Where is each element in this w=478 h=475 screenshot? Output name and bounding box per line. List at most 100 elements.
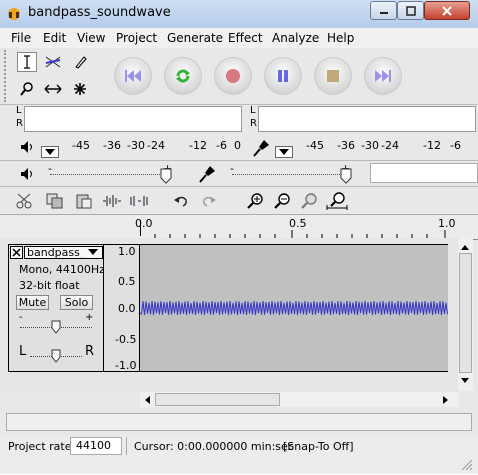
input-volume-min: - [230,162,234,175]
loop-icon [176,69,190,83]
zoom-in-icon [247,193,263,209]
menu-view[interactable]: View [77,31,106,45]
playback-meter-l-label: L [16,105,22,116]
input-source-select[interactable] [370,163,478,183]
menu-bar: File Edit View Project Generate Effect A… [0,28,478,49]
separator [0,160,478,161]
undo-button[interactable] [170,190,192,212]
cut-button[interactable] [14,190,36,212]
output-volume-slider[interactable] [160,168,172,184]
input-volume-track [232,174,348,175]
scroll-left-icon[interactable] [143,395,151,405]
microphone-icon [199,166,215,183]
horizontal-scroll-thumb[interactable] [155,393,280,406]
vertical-scroll-thumb[interactable] [459,253,472,373]
close-icon [12,248,21,257]
envelope-tool[interactable] [43,52,63,72]
menu-effect[interactable]: Effect [228,31,263,45]
stop-button[interactable] [315,58,351,94]
zoom-out-icon [274,193,290,209]
fit-project-button[interactable] [326,190,348,212]
output-volume-min: - [48,162,52,175]
track-name: bandpass_ [27,246,86,259]
record-meter-r-label: R [250,118,257,129]
amp-tick-label: 0.0 [118,302,136,315]
pan-right-label: R [85,344,95,359]
skip-start-icon [125,70,141,82]
paste-icon [76,194,92,209]
meter-tick: -36 [337,139,355,152]
gain-slider[interactable] [51,320,61,334]
chevron-down-icon [88,249,98,255]
loop-play-button[interactable] [165,58,201,94]
playback-meter[interactable] [24,106,242,132]
waveform-display[interactable] [139,244,448,372]
waveform [139,300,448,316]
scroll-down-icon[interactable] [460,377,470,385]
selection-tool[interactable] [17,52,37,72]
scissors-icon [16,193,32,209]
menu-analyze[interactable]: Analyze [272,31,320,45]
paste-button[interactable] [73,190,95,212]
copy-button[interactable] [44,190,66,212]
zoom-in-button[interactable] [244,190,266,212]
menu-edit[interactable]: Edit [43,31,67,45]
meter-tick: -24 [381,139,399,152]
amp-tick-label: 0.5 [118,275,136,288]
skip-end-button[interactable] [365,58,401,94]
record-meter[interactable] [258,106,476,132]
asterisk-icon [74,83,86,95]
maximize-icon [405,5,416,16]
redo-button[interactable] [198,190,220,212]
fit-selection-button[interactable] [298,190,320,212]
zoom-tool[interactable] [17,79,37,99]
menu-generate[interactable]: Generate [167,31,224,45]
solo-button[interactable]: Solo [60,295,93,310]
menu-project[interactable]: Project [116,31,158,45]
project-rate-value: 44100 [76,439,111,452]
ruler-label: 0.0 [135,217,153,230]
multi-tool[interactable] [70,79,90,99]
ibeam-icon [24,55,30,69]
track-bitdepth: 32-bit float [19,279,80,292]
scroll-right-icon[interactable] [442,395,450,405]
minimize-button[interactable] [370,1,397,20]
pan-slider[interactable] [51,349,61,363]
silence-button[interactable] [128,190,150,212]
project-rate-select[interactable]: 44100 [70,437,122,455]
record-meter-menu[interactable] [275,146,293,158]
amp-tick-label: -1.0 [115,359,137,372]
timeshift-tool[interactable] [43,79,63,99]
playback-meter-menu[interactable] [41,146,59,158]
status-divider [126,437,127,455]
meter-tick: -6 [216,139,227,152]
trim-audio-icon [103,195,121,207]
menu-help[interactable]: Help [327,31,355,45]
silence-audio-icon [130,196,148,206]
skip-start-button[interactable] [115,58,151,94]
amplitude-ruler[interactable] [104,244,140,372]
trim-button[interactable] [101,190,123,212]
amp-tick-label: -0.5 [115,333,137,346]
scroll-up-icon[interactable] [460,243,470,251]
copy-icon [46,193,63,209]
menu-file[interactable]: File [11,31,32,45]
double-arrow-icon [44,84,62,94]
track-name-menu[interactable]: bandpass_ [24,246,103,259]
meter-tick: -12 [189,139,207,152]
record-button[interactable] [215,58,251,94]
maximize-button[interactable] [397,1,424,20]
meter-tick: -30 [361,139,379,152]
track-close-button[interactable] [10,246,23,259]
zoom-out-button[interactable] [271,190,293,212]
close-button[interactable] [424,1,470,20]
ruler-major-tick [140,220,141,236]
window-title: bandpass_soundwave [28,5,171,20]
draw-tool[interactable] [70,52,90,72]
resize-grip[interactable] [458,456,474,472]
magnifier-icon [20,82,33,96]
pause-button[interactable] [265,58,301,94]
zoom-fit-icon [326,192,348,210]
mute-button[interactable]: Mute [16,295,49,310]
input-volume-slider[interactable] [340,168,352,184]
